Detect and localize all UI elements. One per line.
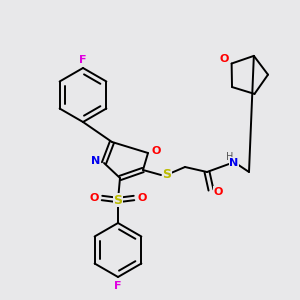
Text: S: S (113, 194, 122, 206)
Text: N: N (230, 158, 238, 168)
Text: O: O (151, 146, 161, 156)
Text: O: O (220, 53, 229, 64)
Text: F: F (114, 281, 122, 291)
Text: O: O (137, 193, 147, 203)
Text: S: S (163, 167, 172, 181)
Text: O: O (213, 187, 223, 197)
Text: H: H (226, 152, 234, 162)
Text: F: F (79, 55, 87, 65)
Text: N: N (92, 156, 100, 166)
Text: O: O (89, 193, 99, 203)
